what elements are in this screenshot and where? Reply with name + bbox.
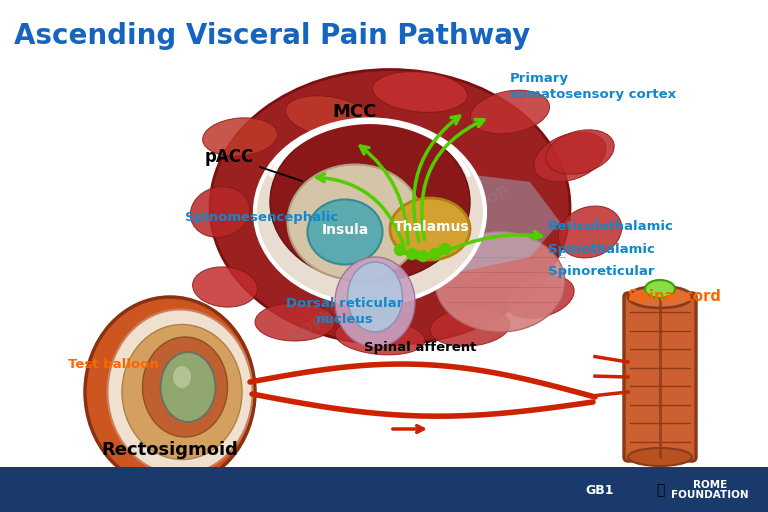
Text: 🔥: 🔥 (656, 483, 664, 497)
Text: Spinal cord: Spinal cord (628, 289, 721, 305)
Ellipse shape (190, 187, 250, 238)
Ellipse shape (287, 164, 422, 280)
Ellipse shape (558, 206, 622, 258)
Text: Ascending Visceral Pain Pathway: Ascending Visceral Pain Pathway (14, 22, 530, 50)
Text: Insula: Insula (321, 223, 369, 237)
Ellipse shape (347, 262, 402, 332)
Circle shape (418, 250, 429, 262)
Ellipse shape (108, 309, 253, 475)
Ellipse shape (335, 257, 415, 347)
Text: ROME
FOUNDATION: ROME FOUNDATION (671, 480, 749, 500)
Ellipse shape (143, 337, 227, 437)
Text: Rectosigmoid: Rectosigmoid (101, 441, 238, 459)
FancyBboxPatch shape (624, 293, 696, 461)
Ellipse shape (255, 119, 485, 305)
Ellipse shape (390, 198, 470, 260)
Text: GB1: GB1 (586, 483, 614, 497)
Text: Spinoreticular: Spinoreticular (548, 266, 654, 279)
Ellipse shape (270, 122, 470, 282)
Text: Dorsal reticular
nucleus: Dorsal reticular nucleus (286, 297, 404, 326)
Circle shape (406, 248, 418, 260)
Ellipse shape (335, 319, 425, 355)
Ellipse shape (122, 325, 242, 459)
Ellipse shape (628, 448, 692, 466)
Text: pACC: pACC (205, 148, 303, 181)
Ellipse shape (534, 132, 606, 182)
Ellipse shape (203, 118, 277, 156)
Text: Test balloon: Test balloon (68, 357, 159, 371)
Ellipse shape (645, 280, 675, 298)
Ellipse shape (471, 90, 550, 134)
Ellipse shape (430, 308, 510, 346)
Ellipse shape (372, 72, 468, 112)
Ellipse shape (435, 232, 565, 332)
Ellipse shape (628, 286, 692, 308)
Ellipse shape (255, 303, 335, 341)
Ellipse shape (193, 267, 257, 307)
Circle shape (429, 248, 441, 260)
Text: Copyright Rome Foundation: Copyright Rome Foundation (287, 179, 512, 345)
Text: Primary
somatosensory cortex: Primary somatosensory cortex (510, 72, 676, 101)
Bar (0, 467, 768, 512)
Text: MCC: MCC (333, 103, 377, 121)
Ellipse shape (546, 130, 614, 174)
Text: Spinothalamic: Spinothalamic (548, 243, 655, 255)
Circle shape (439, 244, 451, 254)
Ellipse shape (161, 352, 216, 422)
Text: Spinal afferent: Spinal afferent (364, 340, 476, 353)
Ellipse shape (173, 366, 191, 388)
Ellipse shape (85, 297, 255, 487)
Text: Spinomesencephalic: Spinomesencephalic (185, 210, 338, 224)
Ellipse shape (506, 275, 574, 318)
Circle shape (395, 245, 406, 255)
Ellipse shape (286, 96, 375, 138)
Ellipse shape (307, 200, 382, 265)
Ellipse shape (210, 70, 570, 345)
Text: Reticulothalamic: Reticulothalamic (548, 221, 674, 233)
Ellipse shape (315, 249, 395, 285)
Ellipse shape (423, 244, 497, 280)
Polygon shape (330, 172, 560, 272)
Text: Thalamus: Thalamus (394, 220, 470, 234)
